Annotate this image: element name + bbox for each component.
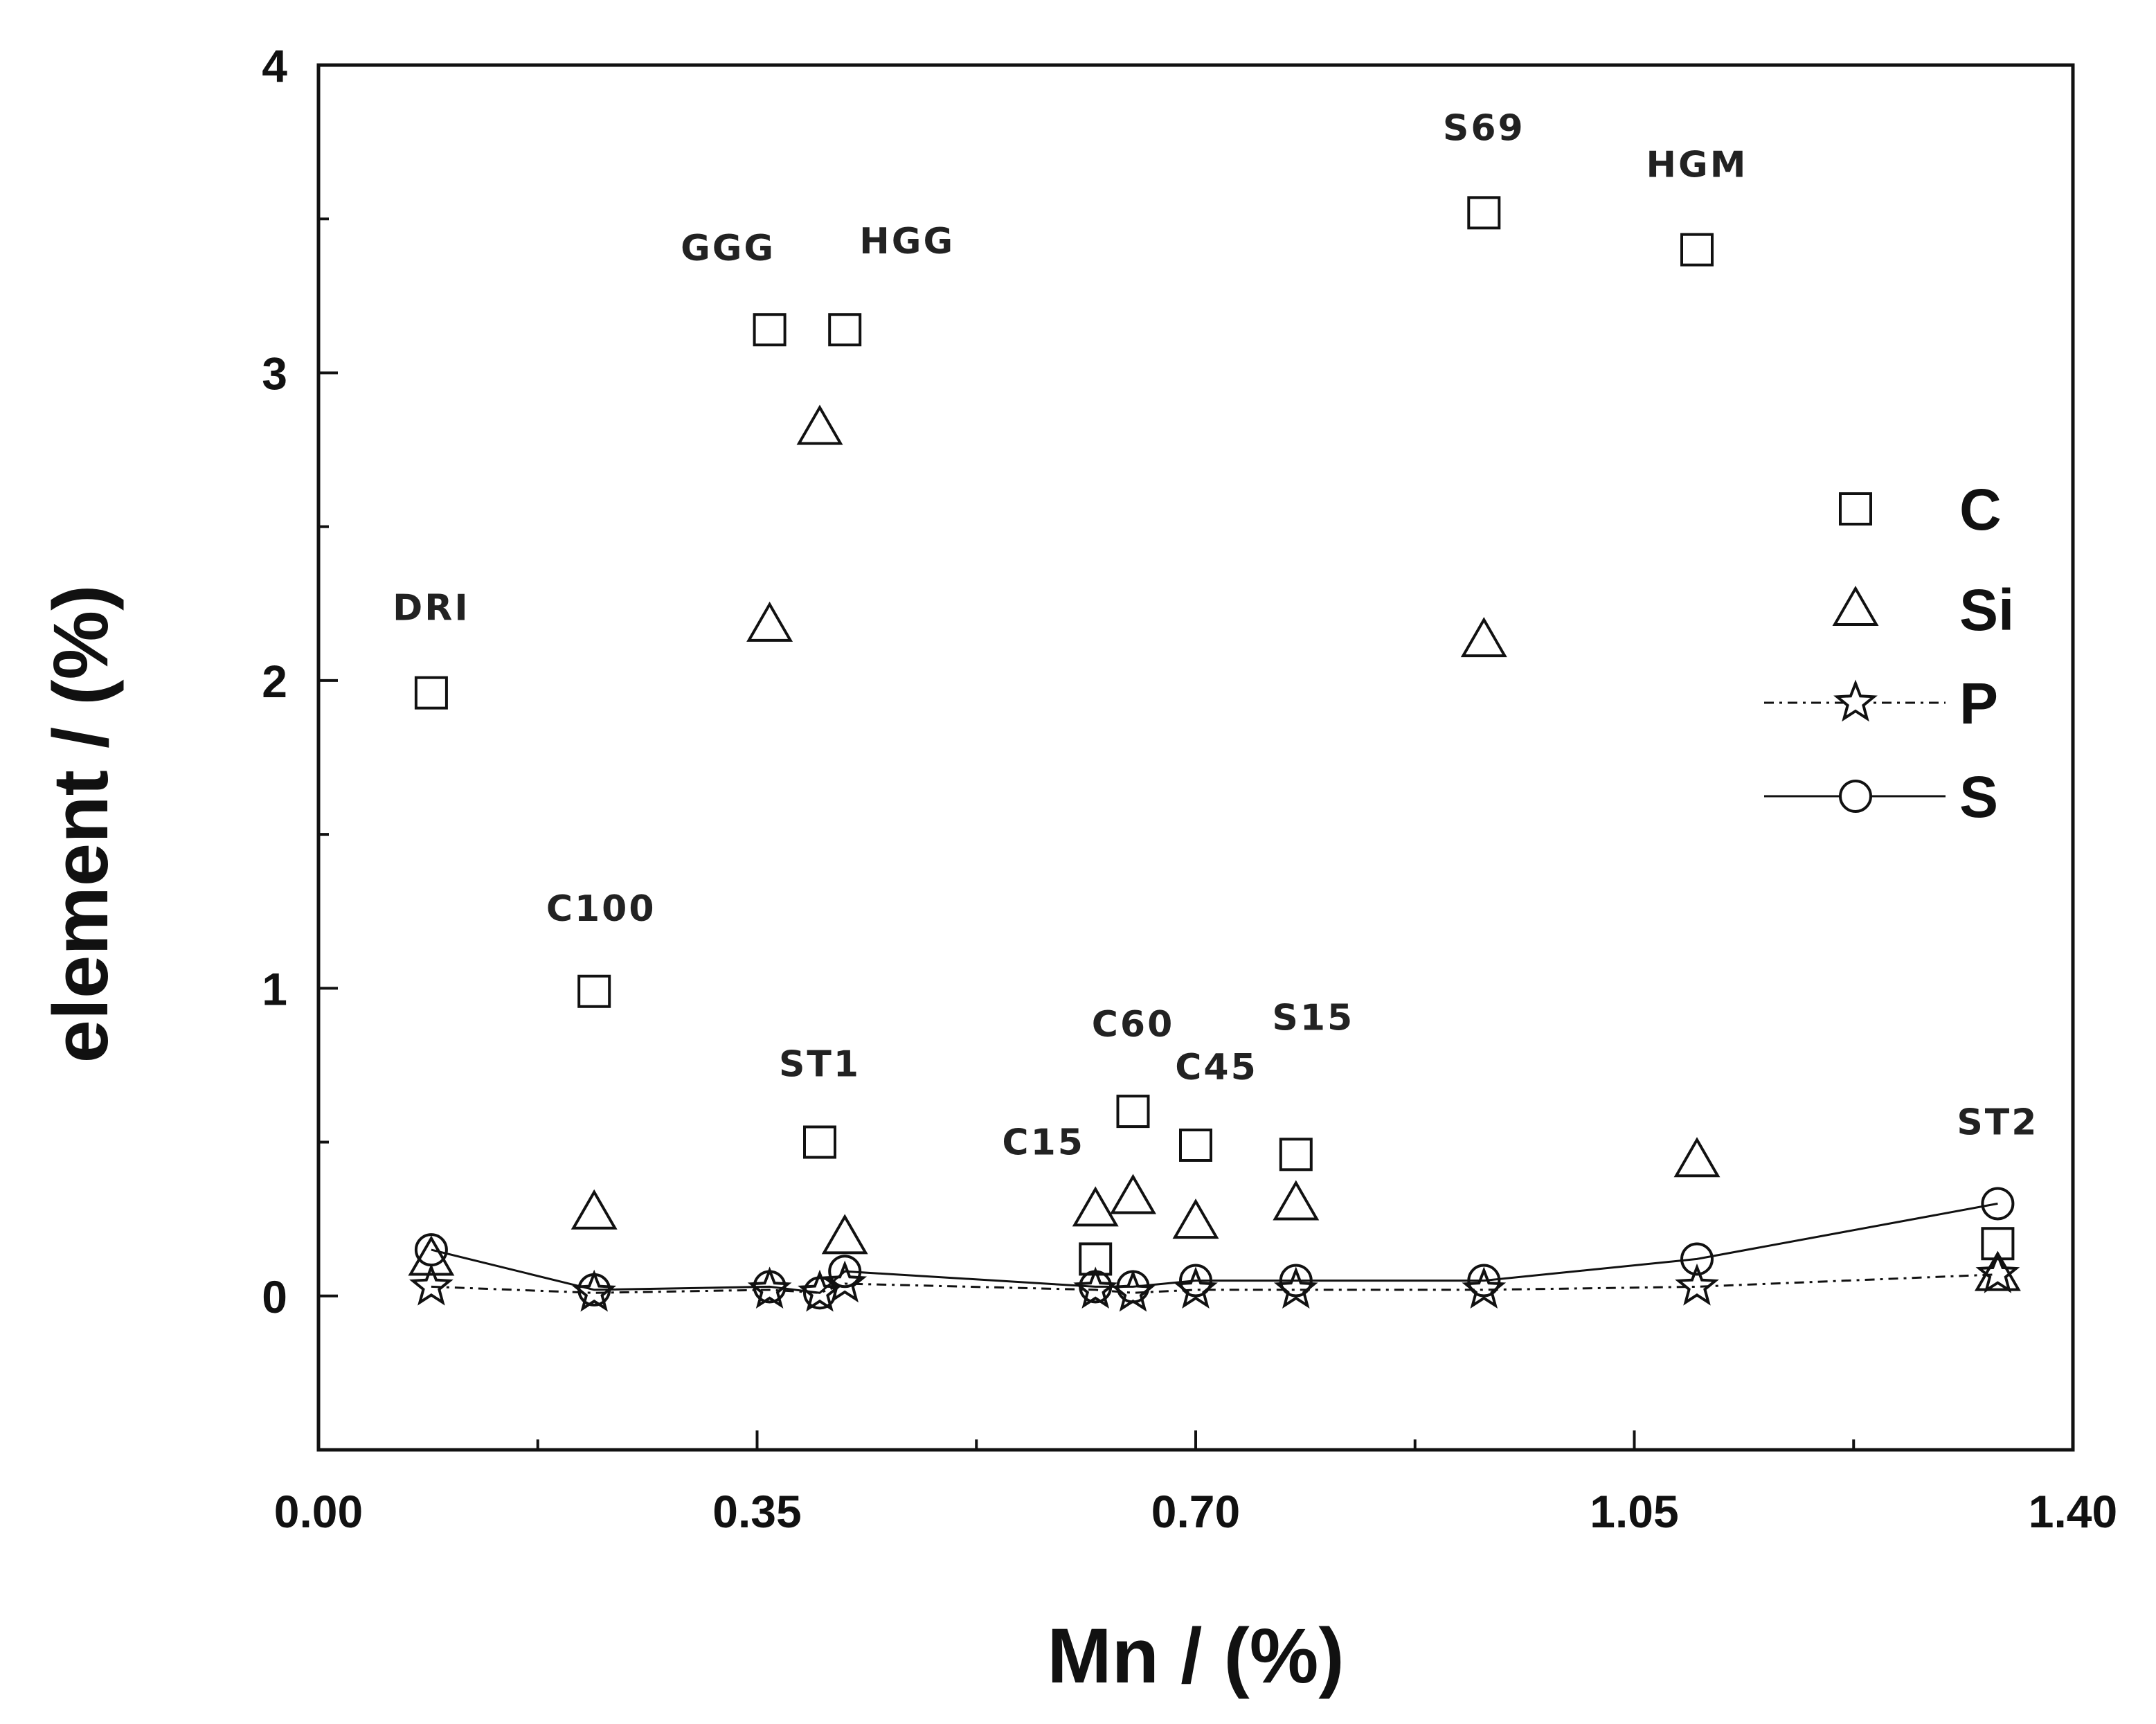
- sample-label: DRI: [393, 588, 470, 629]
- legend: C Si PS: [1764, 477, 2014, 829]
- data-point-P: [1073, 1266, 1118, 1309]
- data-point-Si: [1072, 1186, 1119, 1227]
- y-tick-label: 4: [262, 40, 287, 91]
- y-axis-title: element / (%): [37, 585, 124, 1063]
- data-point-Si: [796, 404, 843, 445]
- series-line-S: [431, 1202, 1998, 1294]
- data-point-S: [1179, 1264, 1212, 1298]
- legend-marker-P: [1833, 679, 1878, 722]
- plot-frame: [316, 63, 2075, 1452]
- data-point-C: [828, 313, 862, 347]
- series-line-P: [431, 1273, 1998, 1294]
- data-point-P: [1975, 1251, 2020, 1293]
- data-point-Si: [1172, 1198, 1219, 1239]
- data-point-P: [572, 1269, 617, 1312]
- sample-label: S15: [1272, 997, 1354, 1039]
- data-point-S: [1116, 1270, 1150, 1304]
- data-point-C: [753, 313, 787, 347]
- x-tick-label: 1.05: [1590, 1486, 1678, 1537]
- legend-label: S: [1959, 764, 1998, 829]
- data-point-Si: [571, 1189, 618, 1230]
- data-point-S: [803, 1276, 836, 1310]
- sample-label: C15: [1002, 1122, 1085, 1164]
- data-point-S: [1467, 1264, 1501, 1298]
- data-point-S: [1279, 1264, 1313, 1298]
- legend-marker-Si: [1832, 585, 1879, 626]
- y-tick-label: 0: [262, 1271, 287, 1322]
- y-tick-label: 3: [262, 348, 287, 399]
- data-point-Si: [1110, 1174, 1156, 1214]
- legend-marker-C: [1839, 492, 1872, 526]
- legend-marker-S: [1839, 780, 1872, 813]
- axis-ticks: [317, 64, 2074, 1451]
- data-point-C: [1116, 1095, 1150, 1129]
- data-point-Si: [1673, 1137, 1721, 1178]
- sample-label: C45: [1175, 1047, 1258, 1088]
- data-point-Si: [1974, 1250, 2021, 1291]
- data-point-C: [803, 1125, 836, 1159]
- data-point-S: [753, 1270, 787, 1304]
- data-point-C: [1179, 1129, 1212, 1162]
- data-point-Si: [1273, 1180, 1320, 1221]
- data-point-Si: [821, 1214, 868, 1255]
- series-markers: [408, 196, 2021, 1312]
- data-point-C: [1680, 233, 1714, 267]
- data-point-C: [1467, 196, 1501, 230]
- data-point-C: [1079, 1242, 1113, 1276]
- axis-tick-labels: 0.00 0.35 0.70 1.05 1.40 0 1 2 3 4: [262, 40, 2117, 1537]
- x-tick-label: 0.70: [1151, 1486, 1240, 1537]
- x-axis-title: Mn / (%): [1047, 1613, 1344, 1699]
- data-point-P: [1675, 1263, 1719, 1306]
- sample-label: GGG: [681, 228, 775, 269]
- data-point-S: [1680, 1242, 1714, 1276]
- data-point-Si: [1460, 617, 1507, 658]
- sample-label: ST1: [779, 1044, 861, 1086]
- data-point-S: [577, 1273, 611, 1307]
- y-tick-label: 2: [262, 656, 287, 707]
- x-tick-label: 0.00: [274, 1486, 363, 1537]
- data-point-C: [414, 676, 448, 710]
- data-point-P: [747, 1266, 792, 1309]
- x-tick-label: 0.35: [712, 1486, 801, 1537]
- data-point-C: [1279, 1138, 1313, 1171]
- y-tick-label: 1: [262, 963, 287, 1014]
- sample-label: HGG: [859, 221, 955, 262]
- sample-label: HGM: [1646, 145, 1748, 186]
- sample-label: S69: [1443, 107, 1525, 149]
- x-tick-label: 1.40: [2029, 1486, 2117, 1537]
- data-point-S: [828, 1255, 862, 1288]
- sample-label: C60: [1092, 1004, 1175, 1045]
- sample-label: ST2: [1957, 1102, 2038, 1143]
- data-point-S: [1981, 1187, 2015, 1221]
- series-lines: [431, 1202, 1998, 1294]
- legend-label: C: [1959, 477, 2002, 542]
- data-point-P: [409, 1263, 453, 1306]
- data-point-S: [414, 1233, 448, 1267]
- data-point-S: [1079, 1270, 1113, 1304]
- data-point-Si: [746, 601, 793, 642]
- data-point-Si: [408, 1235, 455, 1276]
- legend-label: P: [1959, 671, 1998, 736]
- data-point-C: [577, 974, 611, 1008]
- legend-label: Si: [1959, 577, 2014, 643]
- sample-label: C100: [546, 888, 656, 930]
